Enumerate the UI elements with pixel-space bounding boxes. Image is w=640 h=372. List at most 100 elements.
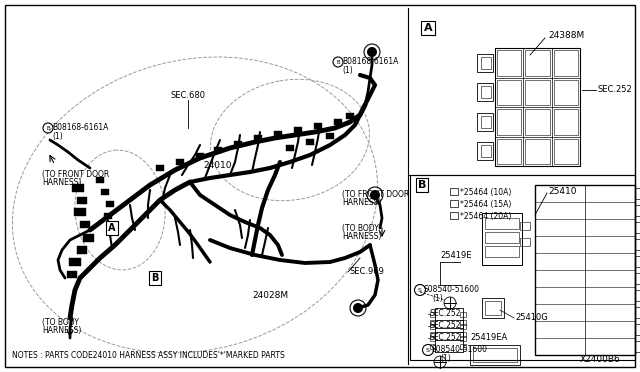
Text: *25464 (20A): *25464 (20A) [460,212,511,221]
Bar [326,133,334,139]
Bar [525,109,550,135]
Bar [635,240,640,250]
Bar [83,234,93,242]
Text: B: B [336,60,340,64]
Text: A: A [108,223,116,233]
Bar [473,348,517,362]
Text: (TO FRONT DOOR: (TO FRONT DOOR [42,170,109,180]
Bar [72,184,84,192]
Bar [286,145,294,151]
Bar [525,50,550,76]
Bar [635,291,640,301]
Text: SEC.252: SEC.252 [430,334,461,343]
Text: (1): (1) [432,294,443,302]
Text: 25419E: 25419E [440,250,472,260]
Text: *25464 (15A): *25464 (15A) [460,199,511,208]
Bar [481,116,491,128]
Text: S: S [418,288,422,292]
Text: 25410: 25410 [548,187,577,196]
Text: 25419EA: 25419EA [470,334,508,343]
Text: B08168-6161A: B08168-6161A [52,124,108,132]
Bar [525,138,550,164]
Bar [77,246,87,254]
Bar [460,312,466,317]
Text: 24010: 24010 [204,160,232,170]
Text: B: B [418,180,426,190]
Bar [554,80,578,105]
Text: *25464 (10A): *25464 (10A) [460,187,511,196]
Bar [346,113,354,119]
Text: SEC.969: SEC.969 [350,267,385,276]
Bar [477,113,493,131]
Bar [96,177,104,183]
Text: B: B [46,125,50,131]
Bar [481,145,491,157]
Bar [482,298,504,318]
Text: (TO BODY: (TO BODY [342,224,379,232]
Text: S: S [426,347,430,353]
Bar [74,208,86,216]
Text: (1): (1) [440,353,451,362]
Bar [635,222,640,232]
Bar [104,213,112,219]
Text: (TO FRONT DOOR: (TO FRONT DOOR [342,190,409,199]
Bar [535,185,635,355]
Bar [450,188,458,195]
Bar [196,153,204,159]
Text: HARNESS): HARNESS) [342,199,381,208]
Bar [635,273,640,283]
Bar [460,320,466,325]
Bar [460,336,466,341]
Bar [234,141,242,147]
Bar [101,189,109,195]
Bar [274,131,282,137]
Bar [67,270,77,278]
Bar [477,54,493,71]
Bar [481,86,491,98]
Bar [495,48,580,166]
Text: B08168-6161A: B08168-6161A [342,58,398,67]
Text: A: A [424,23,432,33]
Bar [481,57,491,68]
Text: (TO BODY: (TO BODY [42,317,79,327]
Bar [314,123,322,129]
Bar [554,109,578,135]
Text: HARNESS): HARNESS) [42,179,81,187]
Text: X2400B6: X2400B6 [579,356,620,365]
Bar [69,258,81,266]
Bar [635,205,640,216]
Bar [435,320,463,340]
Bar [430,312,435,317]
Text: (1): (1) [342,65,353,74]
Text: SEC.252: SEC.252 [430,321,461,330]
Bar [485,218,519,229]
Text: SEC.252: SEC.252 [430,310,461,318]
Bar [477,142,493,160]
Bar [497,138,522,164]
Bar [477,83,493,101]
Bar [410,175,635,360]
Text: B: B [151,273,159,283]
Text: HARNESS): HARNESS) [42,326,81,334]
Bar [176,159,184,165]
Bar [460,332,466,337]
Text: 24028M: 24028M [252,291,288,299]
Bar [525,80,550,105]
Bar [435,332,463,352]
Bar [294,127,302,133]
Bar [635,341,640,352]
Bar [485,246,519,257]
Bar [497,50,522,76]
Bar [435,308,463,328]
Bar [497,109,522,135]
Bar [635,307,640,318]
Bar [520,238,530,246]
Bar [460,344,466,349]
Bar [635,324,640,334]
Circle shape [367,47,377,57]
Text: S08540-51600: S08540-51600 [424,285,480,295]
Bar [635,256,640,267]
Bar [635,188,640,199]
Text: SEC.680: SEC.680 [170,90,205,99]
Bar [430,336,435,341]
